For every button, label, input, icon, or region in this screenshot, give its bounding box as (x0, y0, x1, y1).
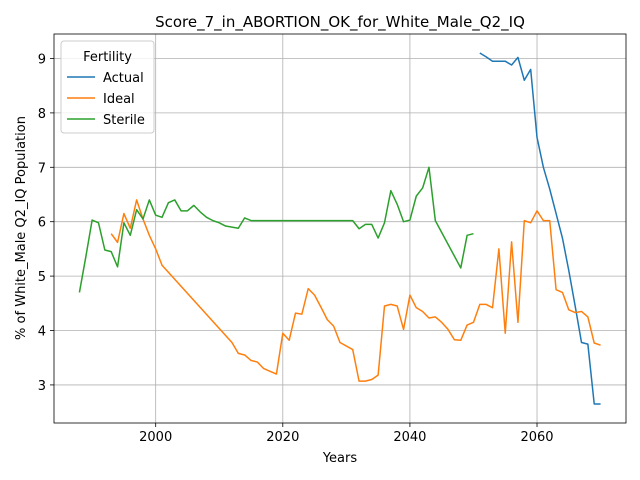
x-tick-label: 2040 (393, 430, 426, 445)
legend-label-ideal: Ideal (103, 92, 135, 107)
legend-label-actual: Actual (103, 71, 144, 86)
series-line-sterile (78, 166, 474, 293)
y-tick-label: 8 (38, 107, 46, 122)
x-tick-label: 2060 (520, 430, 553, 445)
legend-entries: Actual Ideal Sterile (67, 71, 145, 128)
series-line-ideal (110, 199, 601, 382)
series-lines (78, 52, 601, 405)
axis-ticks: 2000 2020 2040 2060 3 4 5 6 7 8 9 (38, 52, 554, 445)
grid-lines (54, 34, 626, 423)
y-axis-title: % of White_Male Q2_IQ Population (14, 116, 29, 340)
x-tick-label: 2020 (266, 430, 299, 445)
x-axis-title: Years (322, 451, 358, 466)
legend-title: Fertility (83, 50, 132, 65)
x-tick-label: 2000 (139, 430, 172, 445)
legend: Fertility Actual Ideal Sterile (60, 40, 155, 134)
legend-box (60, 40, 155, 134)
plot-frame (53, 33, 627, 424)
y-tick-label: 3 (38, 379, 46, 394)
y-tick-label: 5 (38, 270, 46, 285)
y-tick-label: 6 (38, 216, 46, 231)
y-tick-label: 7 (38, 161, 46, 176)
legend-label-sterile: Sterile (103, 113, 145, 128)
series-line-actual (479, 52, 601, 405)
y-tick-label: 9 (38, 52, 46, 67)
chart-title: Score_7_in_ABORTION_OK_for_White_Male_Q2… (155, 13, 525, 32)
y-tick-label: 4 (38, 325, 46, 340)
